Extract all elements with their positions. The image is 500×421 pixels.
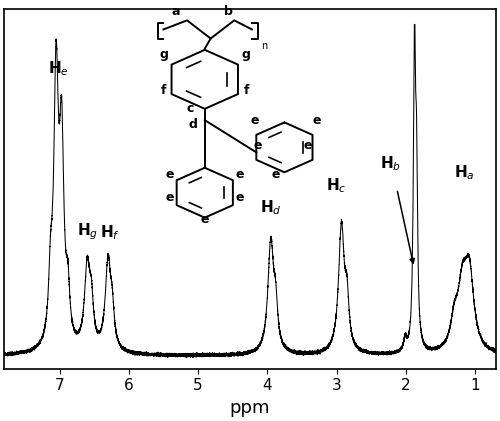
Text: H$_d$: H$_d$	[260, 198, 281, 217]
Text: H$_f$: H$_f$	[100, 224, 120, 242]
Text: H$_e$: H$_e$	[48, 59, 68, 78]
Text: H$_g$: H$_g$	[76, 222, 98, 242]
Text: H$_b$: H$_b$	[380, 154, 401, 173]
X-axis label: ppm: ppm	[230, 399, 270, 417]
Text: H$_c$: H$_c$	[326, 176, 347, 195]
Text: H$_a$: H$_a$	[454, 164, 475, 182]
